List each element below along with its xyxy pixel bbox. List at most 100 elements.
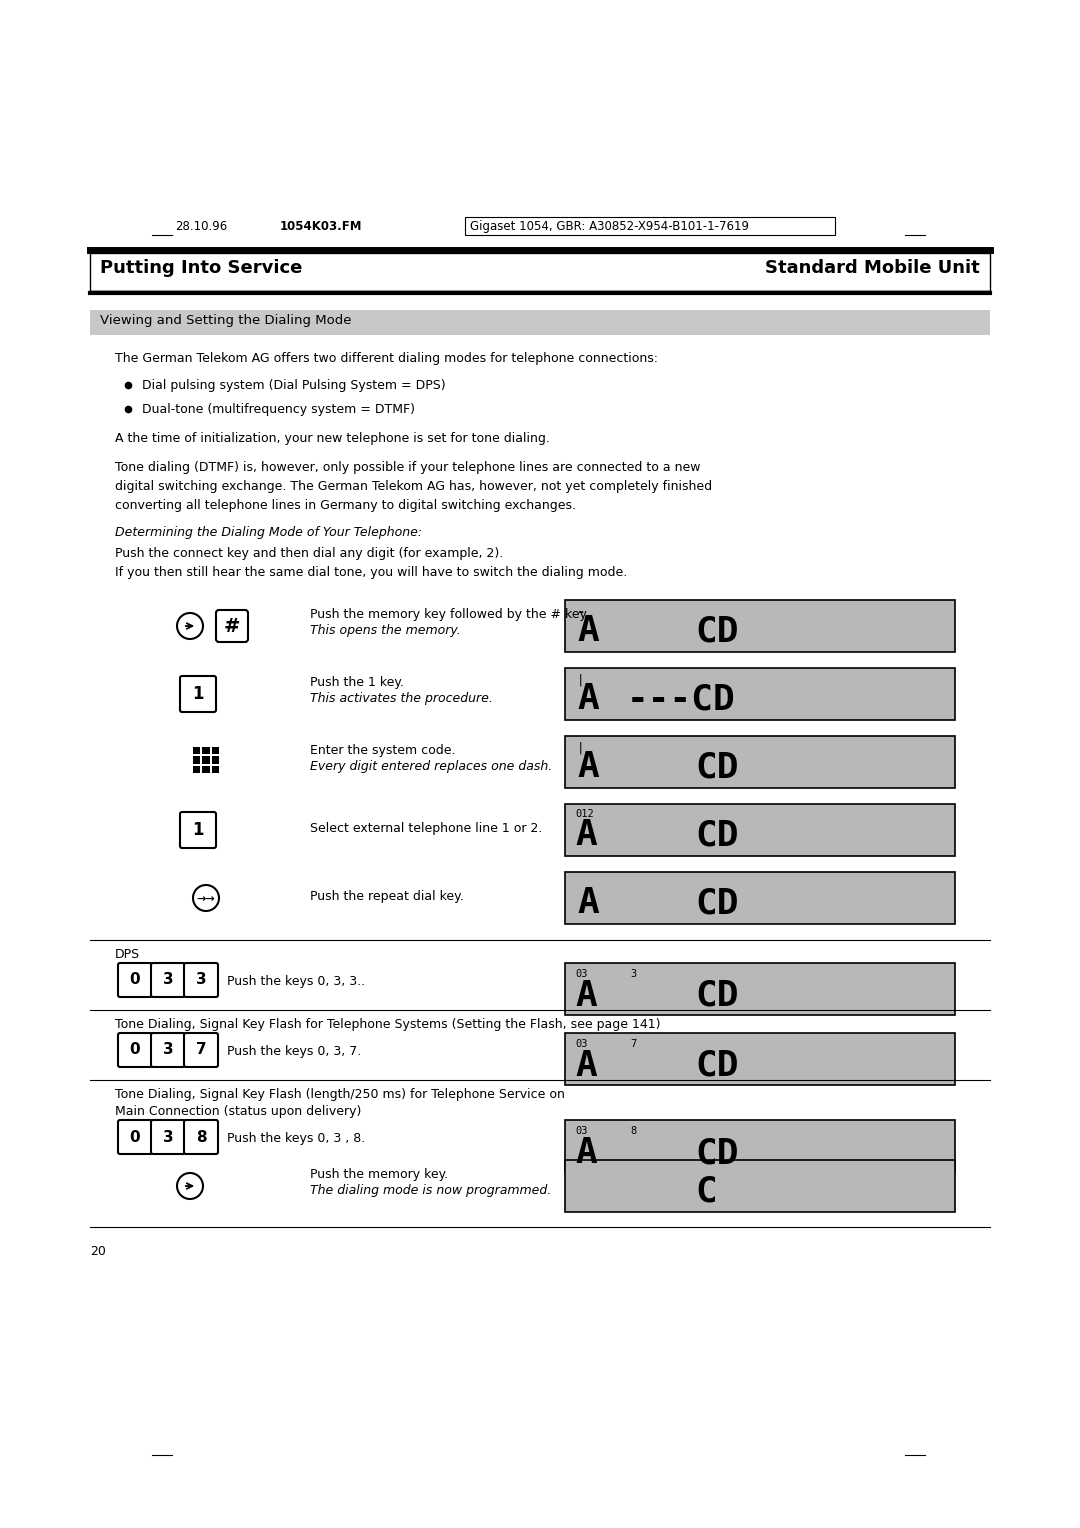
Text: →→: →→ [197, 894, 215, 905]
Text: 7: 7 [195, 1042, 206, 1057]
Text: 20: 20 [90, 1245, 106, 1258]
Text: 1: 1 [192, 821, 204, 839]
Bar [565, 963, 955, 1015]
Text: 3: 3 [163, 972, 173, 987]
Bar [90, 310, 990, 335]
Text: A: A [577, 886, 598, 920]
Bar [193, 766, 200, 773]
Bar [193, 756, 200, 764]
FancyBboxPatch shape [180, 675, 216, 712]
Text: A: A [577, 750, 598, 784]
Bar [202, 766, 210, 773]
Text: CD: CD [696, 614, 739, 648]
Text: 0: 0 [130, 1129, 140, 1144]
Text: #: # [224, 616, 240, 636]
Text: 28.10.96: 28.10.96 [175, 220, 227, 232]
Text: Select external telephone line 1 or 2.: Select external telephone line 1 or 2. [310, 822, 542, 834]
FancyBboxPatch shape [184, 1033, 218, 1067]
Text: Putting Into Service: Putting Into Service [100, 260, 302, 277]
FancyBboxPatch shape [184, 963, 218, 996]
Bar [212, 766, 219, 773]
Text: 8: 8 [195, 1129, 206, 1144]
Text: Tone dialing (DTMF) is, however, only possible if your telephone lines are conne: Tone dialing (DTMF) is, however, only po… [114, 461, 701, 474]
Text: -: - [577, 605, 585, 619]
Bar [565, 1160, 955, 1212]
Text: Tone Dialing, Signal Key Flash for Telephone Systems (Setting the Flash, see pag: Tone Dialing, Signal Key Flash for Telep… [114, 1018, 661, 1031]
Text: DPS: DPS [114, 947, 140, 961]
Text: Push the memory key.: Push the memory key. [310, 1167, 448, 1181]
Text: A the time of initialization, your new telephone is set for tone dialing.: A the time of initialization, your new t… [114, 432, 550, 445]
Text: 3: 3 [163, 1042, 173, 1057]
FancyBboxPatch shape [184, 1120, 218, 1154]
Text: Determining the Dialing Mode of Your Telephone:: Determining the Dialing Mode of Your Tel… [114, 526, 422, 539]
Text: 3: 3 [630, 969, 636, 979]
Text: 1: 1 [192, 685, 204, 703]
Bar [212, 756, 219, 764]
Bar [565, 736, 955, 788]
Text: ---CD: ---CD [627, 681, 735, 717]
Text: CD: CD [696, 979, 739, 1013]
FancyBboxPatch shape [118, 1120, 152, 1154]
Text: 3: 3 [195, 972, 206, 987]
Text: Tone Dialing, Signal Key Flash (length/250 ms) for Telephone Service on: Tone Dialing, Signal Key Flash (length/2… [114, 1088, 565, 1102]
Text: Every digit entered replaces one dash.: Every digit entered replaces one dash. [310, 759, 552, 773]
Text: Enter the system code.: Enter the system code. [310, 744, 456, 756]
Bar [90, 254, 990, 290]
Bar [202, 747, 210, 755]
FancyBboxPatch shape [180, 811, 216, 848]
Text: This activates the procedure.: This activates the procedure. [310, 692, 492, 704]
Text: Gigaset 1054, GBR: A30852-X954-B101-1-7619: Gigaset 1054, GBR: A30852-X954-B101-1-76… [470, 220, 750, 232]
Text: |: | [577, 672, 584, 686]
FancyBboxPatch shape [118, 1033, 152, 1067]
FancyBboxPatch shape [151, 1120, 185, 1154]
Text: Push the 1 key.: Push the 1 key. [310, 675, 404, 689]
Text: Dial pulsing system (Dial Pulsing System = DPS): Dial pulsing system (Dial Pulsing System… [141, 379, 446, 393]
Text: If you then still hear the same dial tone, you will have to switch the dialing m: If you then still hear the same dial ton… [114, 565, 627, 579]
Text: Push the memory key followed by the # key.: Push the memory key followed by the # ke… [310, 608, 589, 620]
Text: Push the repeat dial key.: Push the repeat dial key. [310, 889, 463, 903]
Text: Push the keys 0, 3, 7.: Push the keys 0, 3, 7. [227, 1045, 361, 1057]
FancyBboxPatch shape [118, 963, 152, 996]
Text: 8: 8 [630, 1126, 636, 1135]
Bar [565, 1033, 955, 1085]
Text: 03: 03 [575, 1126, 588, 1135]
Text: This opens the memory.: This opens the memory. [310, 623, 461, 637]
Text: 03: 03 [575, 969, 588, 979]
Bar [565, 1120, 955, 1172]
Text: Main Connection (status upon delivery): Main Connection (status upon delivery) [114, 1105, 362, 1118]
FancyBboxPatch shape [151, 1033, 185, 1067]
Bar [565, 872, 955, 924]
Bar [565, 601, 955, 652]
Text: 1054K03.FM: 1054K03.FM [280, 220, 363, 232]
Bar [565, 804, 955, 856]
Text: C: C [696, 1174, 717, 1209]
Text: Viewing and Setting the Dialing Mode: Viewing and Setting the Dialing Mode [100, 313, 351, 327]
Text: A: A [577, 681, 598, 717]
Text: CD: CD [696, 817, 739, 853]
Text: Push the keys 0, 3, 3..: Push the keys 0, 3, 3.. [227, 975, 365, 989]
FancyBboxPatch shape [151, 963, 185, 996]
Text: A: A [575, 979, 597, 1013]
Text: |: | [577, 741, 584, 753]
Text: CD: CD [696, 886, 739, 920]
Text: converting all telephone lines in Germany to digital switching exchanges.: converting all telephone lines in German… [114, 500, 576, 512]
Text: 0: 0 [130, 1042, 140, 1057]
Text: A: A [575, 1050, 597, 1083]
Text: The dialing mode is now programmed.: The dialing mode is now programmed. [310, 1184, 551, 1196]
Bar [212, 747, 219, 755]
Text: digital switching exchange. The German Telekom AG has, however, not yet complete: digital switching exchange. The German T… [114, 480, 712, 494]
Bar [565, 668, 955, 720]
Text: 012: 012 [575, 808, 594, 819]
Text: Dual-tone (multifrequency system = DTMF): Dual-tone (multifrequency system = DTMF) [141, 403, 415, 416]
Bar [193, 747, 200, 755]
Text: A: A [575, 1135, 597, 1170]
Text: 03: 03 [575, 1039, 588, 1050]
Text: 3: 3 [163, 1129, 173, 1144]
FancyBboxPatch shape [216, 610, 248, 642]
Text: CD: CD [696, 750, 739, 784]
Text: Push the keys 0, 3 , 8.: Push the keys 0, 3 , 8. [227, 1132, 365, 1144]
Text: CD: CD [696, 1050, 739, 1083]
Text: A: A [575, 817, 597, 853]
Text: A: A [577, 614, 598, 648]
Text: Standard Mobile Unit: Standard Mobile Unit [766, 260, 980, 277]
